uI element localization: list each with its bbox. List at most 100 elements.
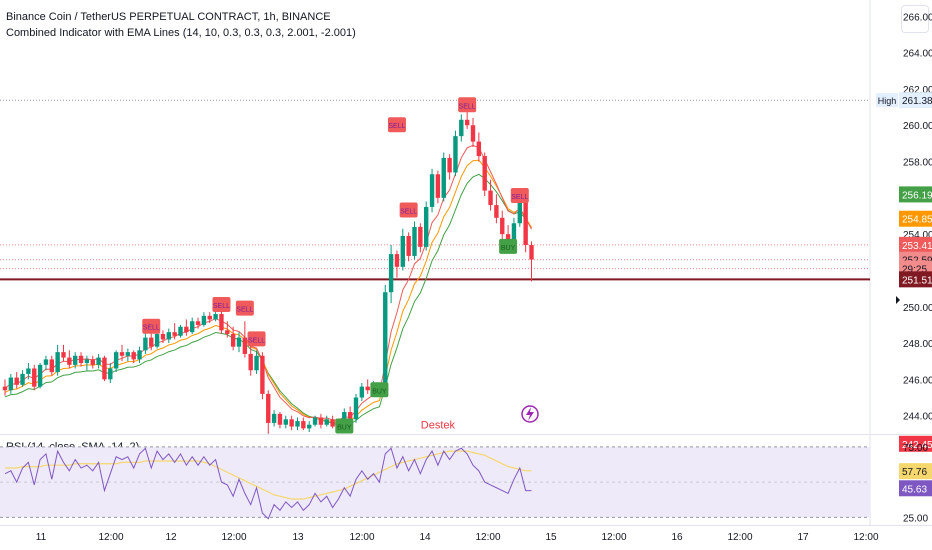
- candle-body: [201, 315, 207, 325]
- time-tick-label: 12:00: [221, 532, 246, 543]
- time-tick-label: 12:00: [601, 532, 626, 543]
- candle-body: [464, 119, 470, 126]
- ema-line: [4, 173, 532, 426]
- time-tick-label: 12: [165, 532, 177, 543]
- rsi-tick-label: 25.00: [903, 513, 928, 524]
- candle-body: [435, 174, 441, 198]
- time-tick-label: 16: [671, 532, 683, 543]
- signal-label: SELL: [459, 103, 476, 110]
- candle-body: [2, 386, 8, 391]
- candle-body: [242, 337, 248, 354]
- time-tick-label: 12:00: [98, 532, 123, 543]
- candle-body: [488, 190, 493, 206]
- candle-body: [459, 119, 464, 137]
- candle-body: [20, 373, 25, 385]
- ema-line: [4, 144, 532, 421]
- candle-body: [482, 156, 487, 191]
- price-tick-label: 260.00: [903, 121, 932, 132]
- candle-body: [166, 332, 171, 340]
- candle-body: [383, 292, 388, 393]
- candle-body: [283, 419, 288, 425]
- price-tick-label: 250.00: [903, 303, 932, 314]
- candle-body: [307, 424, 312, 429]
- candle-body: [447, 157, 452, 173]
- candle-body: [137, 350, 142, 360]
- signal-label: BUY: [501, 245, 516, 252]
- candle-body: [494, 205, 499, 218]
- candle-body: [55, 352, 60, 373]
- candle-body: [213, 314, 218, 320]
- candle-body: [295, 421, 300, 427]
- time-tick-label: 12:00: [853, 532, 878, 543]
- candle-body: [500, 217, 505, 235]
- time-tick-label: 13: [292, 532, 304, 543]
- candle-body: [271, 413, 277, 423]
- price-badge-label: High: [878, 96, 897, 106]
- candle-body: [190, 321, 195, 333]
- price-tick-label: 258.00: [903, 158, 932, 169]
- candle-body: [230, 333, 236, 347]
- signal-label: SELL: [248, 337, 265, 344]
- signal-label: SELL: [236, 307, 253, 314]
- chart-settings-button[interactable]: [901, 5, 929, 33]
- candle-body: [429, 174, 435, 207]
- candle-body: [424, 206, 429, 247]
- sell-signal: [235, 300, 254, 316]
- candle-body: [78, 355, 84, 364]
- candle-body: [359, 386, 365, 398]
- candle-body: [248, 353, 253, 371]
- sell-signal: [247, 331, 266, 347]
- candle-body: [523, 196, 528, 246]
- candle-body: [266, 393, 271, 423]
- candle-body: [453, 136, 458, 173]
- candle-body: [37, 364, 43, 387]
- candle-body: [149, 337, 154, 347]
- buy-signal: [499, 238, 518, 254]
- sell-signal: [142, 318, 161, 334]
- candle-body: [353, 397, 359, 420]
- candle-body: [470, 125, 476, 142]
- candle-body: [49, 359, 54, 373]
- candle-body: [312, 417, 318, 425]
- candle-body: [125, 352, 131, 356]
- rsi-value: 45.63: [902, 484, 927, 495]
- candle-body: [236, 337, 242, 347]
- time-tick-label: 12:00: [727, 532, 752, 543]
- candle-body: [32, 368, 37, 387]
- support-annotation: Destek: [421, 420, 456, 432]
- candle-body: [260, 355, 265, 394]
- price-badge: [899, 271, 932, 288]
- candle-body: [14, 377, 19, 385]
- candle-body: [517, 196, 522, 224]
- price-badge-label-bg: [876, 93, 898, 108]
- candle-body: [400, 235, 405, 267]
- candle-body: [219, 314, 224, 331]
- candle-body: [96, 357, 101, 365]
- candle-body: [143, 337, 148, 351]
- time-tick-label: 12:00: [475, 532, 500, 543]
- time-tick-label: 12:00: [349, 532, 374, 543]
- candle-body: [225, 330, 230, 334]
- candle-body: [418, 226, 423, 247]
- price-tick-label: 262.00: [903, 85, 932, 96]
- price-badge-value: 253.41: [902, 241, 932, 252]
- candle-body: [119, 352, 125, 356]
- candle-body: [43, 359, 49, 365]
- price-badge: [899, 186, 932, 203]
- sell-signal: [458, 97, 477, 113]
- candle-body: [84, 359, 90, 364]
- candle-body: [108, 368, 113, 380]
- signal-label: SELL: [213, 303, 230, 310]
- time-tick-label: 17: [797, 532, 809, 543]
- candle-body: [342, 412, 347, 423]
- signal-label: SELL: [388, 123, 405, 130]
- signal-label: SELL: [143, 325, 160, 332]
- candle-body: [184, 326, 189, 333]
- rsi-tick-label: 75.00: [903, 443, 928, 454]
- candle-body: [102, 357, 107, 380]
- candle-body: [254, 355, 259, 371]
- candle-body: [90, 359, 95, 365]
- price-tick-label: 244.00: [903, 412, 932, 423]
- price-badge-value: 261.38: [902, 96, 932, 107]
